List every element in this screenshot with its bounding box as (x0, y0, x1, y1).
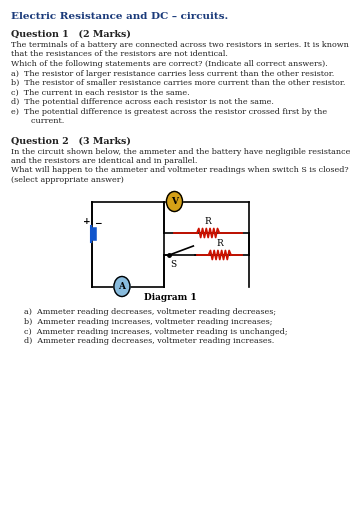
Text: Which of the following statements are correct? (Indicate all correct answers).: Which of the following statements are co… (11, 60, 328, 68)
Text: that the resistances of the resistors are not identical.: that the resistances of the resistors ar… (11, 51, 228, 58)
Text: S: S (170, 260, 176, 269)
Text: c)  The current in each resistor is the same.: c) The current in each resistor is the s… (11, 89, 190, 97)
Text: Question 1   (2 Marks): Question 1 (2 Marks) (11, 30, 131, 39)
Circle shape (114, 277, 130, 296)
Text: R: R (205, 217, 212, 226)
Text: a)  The resistor of larger resistance carries less current than the other resist: a) The resistor of larger resistance car… (11, 69, 334, 77)
Text: d)  Ammeter reading decreases, voltmeter reading increases.: d) Ammeter reading decreases, voltmeter … (24, 337, 274, 345)
Text: In the circuit shown below, the ammeter and the battery have negligible resistan: In the circuit shown below, the ammeter … (11, 148, 351, 156)
Text: V: V (171, 197, 178, 206)
Text: e)  The potential difference is greatest across the resistor crossed first by th: e) The potential difference is greatest … (11, 108, 327, 115)
Text: (select appropriate answer): (select appropriate answer) (11, 176, 124, 184)
Text: a)  Ammeter reading decreases, voltmeter reading decreases;: a) Ammeter reading decreases, voltmeter … (24, 309, 276, 316)
Text: +: + (83, 217, 90, 226)
Circle shape (166, 192, 183, 211)
Text: c)  Ammeter reading increases, voltmeter reading is unchanged;: c) Ammeter reading increases, voltmeter … (24, 327, 288, 336)
Text: Electric Resistance and DC – circuits.: Electric Resistance and DC – circuits. (11, 12, 229, 21)
Text: b)  The resistor of smaller resistance carries more current than the other resis: b) The resistor of smaller resistance ca… (11, 79, 346, 87)
Text: b)  Ammeter reading increases, voltmeter reading increases;: b) Ammeter reading increases, voltmeter … (24, 318, 273, 326)
Text: current.: current. (11, 117, 64, 125)
Text: The terminals of a battery are connected across two resistors in series. It is k: The terminals of a battery are connected… (11, 41, 349, 49)
Text: d)  The potential difference across each resistor is not the same.: d) The potential difference across each … (11, 98, 274, 106)
Text: What will happen to the ammeter and voltmeter readings when switch S is closed?: What will happen to the ammeter and volt… (11, 167, 349, 174)
Text: −: − (94, 219, 102, 228)
Text: Question 2   (3 Marks): Question 2 (3 Marks) (11, 136, 131, 146)
Text: and the resistors are identical and in parallel.: and the resistors are identical and in p… (11, 157, 198, 165)
Text: A: A (118, 282, 125, 291)
Text: R: R (216, 239, 223, 248)
Text: Diagram 1: Diagram 1 (144, 292, 197, 302)
